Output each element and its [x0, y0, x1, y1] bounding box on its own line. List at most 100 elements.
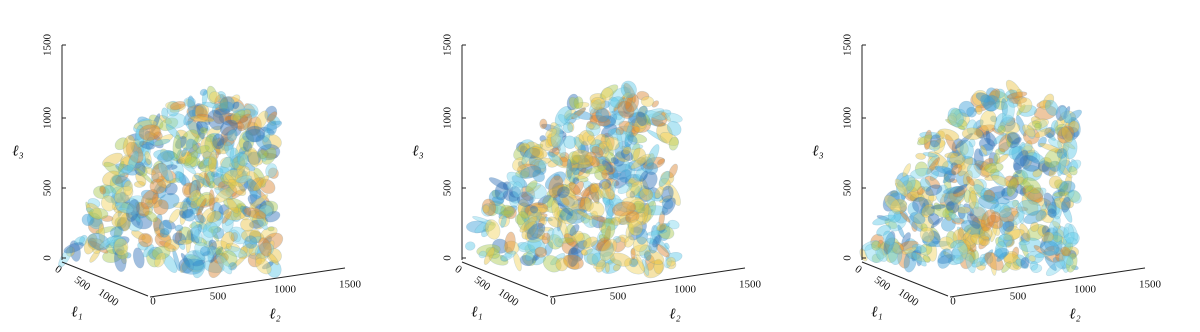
- blob: [214, 187, 233, 200]
- blob: [551, 227, 564, 248]
- blob: [635, 204, 652, 226]
- x-tick-label: 500: [472, 274, 493, 294]
- blob: [178, 226, 194, 244]
- blob: [212, 227, 225, 240]
- blob: [999, 213, 1010, 234]
- blob: [267, 114, 281, 126]
- blob: [593, 106, 603, 115]
- blob: [613, 96, 626, 112]
- blob: [898, 202, 907, 212]
- blob: [218, 101, 235, 114]
- blob: [485, 219, 501, 240]
- blob: [63, 242, 85, 254]
- blob: [624, 93, 640, 113]
- blob: [246, 178, 262, 200]
- blob: [635, 111, 647, 127]
- blob: [975, 191, 997, 205]
- blob: [166, 100, 180, 117]
- blob: [185, 138, 201, 159]
- blob: [488, 200, 507, 215]
- blob: [612, 91, 630, 111]
- blob: [190, 180, 198, 199]
- blob: [585, 165, 608, 175]
- blob: [568, 181, 582, 196]
- blob: [160, 169, 177, 184]
- blob: [557, 216, 569, 240]
- blob: [627, 219, 643, 236]
- blob: [596, 236, 612, 252]
- blob: [224, 245, 248, 258]
- blob: [213, 138, 227, 156]
- blob: [172, 201, 196, 209]
- blob: [175, 171, 184, 184]
- blob: [595, 107, 610, 123]
- blob: [248, 219, 265, 229]
- y-tick-label: 0: [150, 296, 156, 308]
- blob: [870, 233, 884, 249]
- blob: [657, 158, 666, 165]
- blob: [249, 202, 267, 220]
- blob: [623, 82, 637, 104]
- blob: [605, 164, 619, 181]
- blob: [624, 121, 633, 146]
- blob: [993, 153, 1001, 165]
- blob: [118, 203, 131, 212]
- blob: [595, 112, 603, 118]
- z-tick-label: 0: [442, 255, 454, 261]
- blob: [628, 111, 646, 124]
- blob: [617, 183, 633, 195]
- blob: [571, 230, 584, 243]
- blob: [548, 175, 564, 199]
- blob: [143, 132, 156, 143]
- blob: [660, 171, 675, 185]
- blob: [262, 120, 283, 132]
- blob: [625, 210, 640, 224]
- x-axis: [61, 261, 149, 297]
- blob: [632, 174, 644, 182]
- blob: [247, 252, 263, 268]
- blob: [639, 170, 649, 183]
- blob: [1022, 140, 1033, 162]
- blob: [569, 154, 583, 169]
- blob: [202, 221, 219, 238]
- blob: [79, 234, 88, 247]
- blob: [667, 184, 681, 206]
- blob: [236, 153, 248, 176]
- blob: [231, 101, 245, 117]
- blob: [1005, 219, 1018, 231]
- blob: [485, 246, 501, 259]
- blob: [165, 123, 181, 140]
- blob: [610, 216, 622, 226]
- blob: [503, 205, 517, 220]
- blob: [594, 143, 606, 156]
- blob: [190, 115, 215, 123]
- blob: [134, 201, 145, 211]
- blob: [529, 195, 536, 204]
- blob: [986, 87, 1001, 105]
- blob: [482, 204, 490, 214]
- blob: [207, 240, 230, 257]
- blob: [606, 177, 620, 187]
- blob: [598, 178, 612, 190]
- blob: [608, 96, 624, 121]
- blob: [93, 185, 110, 200]
- blob: [199, 156, 217, 173]
- blob: [231, 155, 246, 171]
- blob: [594, 153, 606, 165]
- blob: [489, 203, 512, 218]
- blob: [226, 243, 232, 251]
- blob: [630, 247, 636, 261]
- blob: [474, 219, 492, 234]
- blob: [179, 158, 197, 175]
- blob: [535, 211, 542, 221]
- blob: [563, 108, 577, 120]
- blob: [1025, 250, 1045, 265]
- blob: [202, 224, 214, 247]
- blob: [230, 94, 241, 104]
- blob: [499, 255, 508, 262]
- blob: [111, 209, 130, 228]
- blob: [639, 156, 654, 173]
- blob: [518, 142, 530, 153]
- blob: [112, 236, 130, 248]
- blob: [567, 166, 591, 180]
